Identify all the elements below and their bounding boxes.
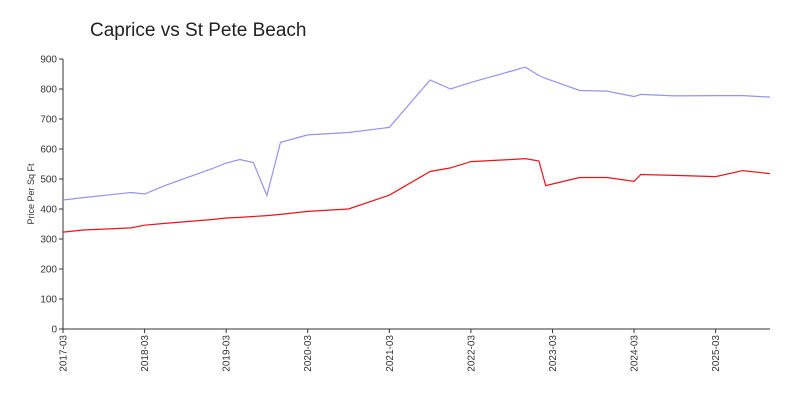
x-tick-label: 2022-03 (466, 335, 477, 372)
y-axis-label: Price Per Sq Ft (26, 163, 36, 225)
line-series (62, 157, 771, 233)
y-tick-label: 0 (51, 325, 57, 336)
y-tick-label: 400 (40, 205, 57, 216)
y-tick-label: 200 (40, 265, 57, 276)
y-tick-label: 600 (40, 145, 57, 156)
x-tick-label: 2020-03 (303, 335, 314, 372)
x-tick-label: 2017-03 (59, 335, 70, 372)
x-tick-label: 2019-03 (222, 335, 233, 372)
y-tick-label: 800 (40, 85, 57, 96)
y-tick-label: 900 (40, 55, 57, 66)
x-tick-label: 2023-03 (548, 335, 559, 372)
chart-title: Caprice vs St Pete Beach (90, 20, 307, 41)
line-series (62, 66, 771, 201)
x-tick-label: 2021-03 (385, 335, 396, 372)
y-tick-label: 300 (40, 235, 57, 246)
y-tick-label: 100 (40, 295, 57, 306)
x-tick-label: 2018-03 (140, 335, 151, 372)
x-tick-label: 2024-03 (630, 335, 641, 372)
y-tick-label: 500 (40, 175, 57, 186)
y-tick-label: 700 (40, 115, 57, 126)
x-tick-label: 2025-03 (711, 335, 722, 372)
